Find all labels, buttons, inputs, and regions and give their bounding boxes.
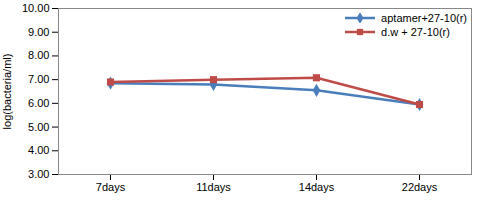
svg-text:7days: 7days: [96, 181, 126, 193]
svg-text:log(bacteria/ml): log(bacteria/ml): [1, 54, 13, 130]
svg-text:14days: 14days: [299, 181, 335, 193]
svg-text:3.00: 3.00: [28, 168, 49, 180]
svg-text:11days: 11days: [196, 181, 231, 193]
svg-text:9.00: 9.00: [28, 26, 49, 38]
svg-text:22days: 22days: [402, 181, 438, 193]
svg-text:5.00: 5.00: [28, 121, 49, 133]
svg-text:7.00: 7.00: [28, 73, 49, 85]
svg-text:4.00: 4.00: [28, 144, 49, 156]
html-text:d.w + 27-10(r): d.w + 27-10(r): [381, 26, 450, 38]
svg-text:6.00: 6.00: [28, 97, 49, 109]
svg-text:10.00: 10.00: [22, 2, 50, 14]
html-text:aptamer+27-10(r): aptamer+27-10(r): [381, 12, 467, 24]
svg-text:8.00: 8.00: [28, 49, 49, 61]
